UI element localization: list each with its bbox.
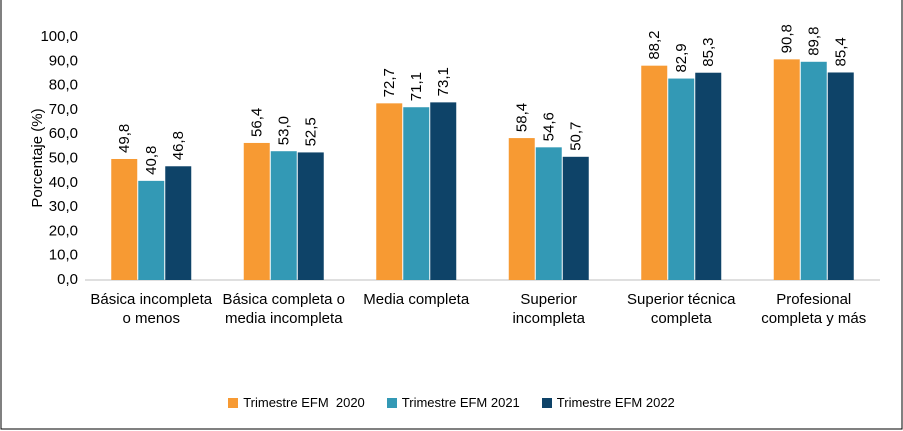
x-tick-label: Básica incompleta o menos xyxy=(90,291,213,327)
bar xyxy=(243,142,270,280)
x-tick-label: Media completa xyxy=(363,291,470,308)
bar xyxy=(138,180,165,280)
value-label: 71,1 xyxy=(408,72,425,101)
legend-swatch xyxy=(228,397,239,408)
value-label: 85,4 xyxy=(833,37,850,66)
legend-label: Trimestre EFM 2022 xyxy=(556,395,675,410)
y-tick-label: 100,0 xyxy=(40,28,78,45)
legend-swatch xyxy=(541,397,552,408)
value-label: 90,8 xyxy=(779,24,796,53)
y-tick-label: 60,0 xyxy=(49,125,78,142)
y-tick-label: 10,0 xyxy=(49,247,78,264)
value-label: 54,6 xyxy=(541,112,558,141)
bar xyxy=(111,158,138,280)
value-label: 56,4 xyxy=(249,108,266,137)
y-tick-label: 30,0 xyxy=(49,198,78,215)
bar xyxy=(800,61,827,281)
legend-label: Trimestre EFM 2021 xyxy=(401,395,520,410)
bar xyxy=(430,102,457,280)
bar xyxy=(668,78,695,280)
legend-item: Trimestre EFM 2020 xyxy=(228,395,365,410)
y-tick-label: 90,0 xyxy=(49,52,78,69)
y-tick-label: 70,0 xyxy=(49,101,78,118)
legend: Trimestre EFM 2020 Trimestre EFM 2021 Trim… xyxy=(0,395,903,410)
value-label: 52,5 xyxy=(303,117,320,146)
value-label: 89,8 xyxy=(806,27,823,56)
value-label: 82,9 xyxy=(673,43,690,72)
bar xyxy=(297,152,324,280)
bar xyxy=(641,65,668,280)
y-tick-label: 80,0 xyxy=(49,77,78,94)
bar xyxy=(695,72,722,280)
value-label: 72,7 xyxy=(381,68,398,97)
x-tick-label: Básica completa o media incompleta xyxy=(222,291,346,327)
value-label: 73,1 xyxy=(435,67,452,96)
x-tick-label: Superior incompleta xyxy=(512,291,586,327)
bar xyxy=(165,166,192,280)
value-label: 50,7 xyxy=(568,122,585,151)
bar xyxy=(827,72,854,280)
x-tick-label: Profesional completa y más xyxy=(761,291,867,327)
y-tick-label: 0,0 xyxy=(57,271,78,288)
y-axis-label: Porcentaje (%) xyxy=(29,108,46,207)
y-tick-label: 20,0 xyxy=(49,222,78,239)
y-tick-label: 40,0 xyxy=(49,174,78,191)
value-label: 58,4 xyxy=(514,103,531,132)
legend-swatch xyxy=(386,397,397,408)
legend-item: Trimestre EFM 2022 xyxy=(541,395,675,410)
value-label: 40,8 xyxy=(143,146,160,175)
value-label: 49,8 xyxy=(116,124,133,153)
bar xyxy=(773,59,800,280)
bar xyxy=(376,103,403,281)
bar xyxy=(535,147,562,280)
x-tick-label: Superior técnica completa xyxy=(627,291,736,327)
bar xyxy=(403,107,430,281)
legend-label: Trimestre EFM 2020 xyxy=(243,395,365,410)
value-label: 88,2 xyxy=(646,30,663,59)
bar xyxy=(508,138,535,280)
bar xyxy=(270,151,297,280)
bar xyxy=(562,156,589,280)
value-label: 46,8 xyxy=(170,131,187,160)
y-tick-label: 50,0 xyxy=(49,149,78,166)
legend-item: Trimestre EFM 2021 xyxy=(386,395,520,410)
value-label: 53,0 xyxy=(276,116,293,145)
value-label: 85,3 xyxy=(700,38,717,67)
